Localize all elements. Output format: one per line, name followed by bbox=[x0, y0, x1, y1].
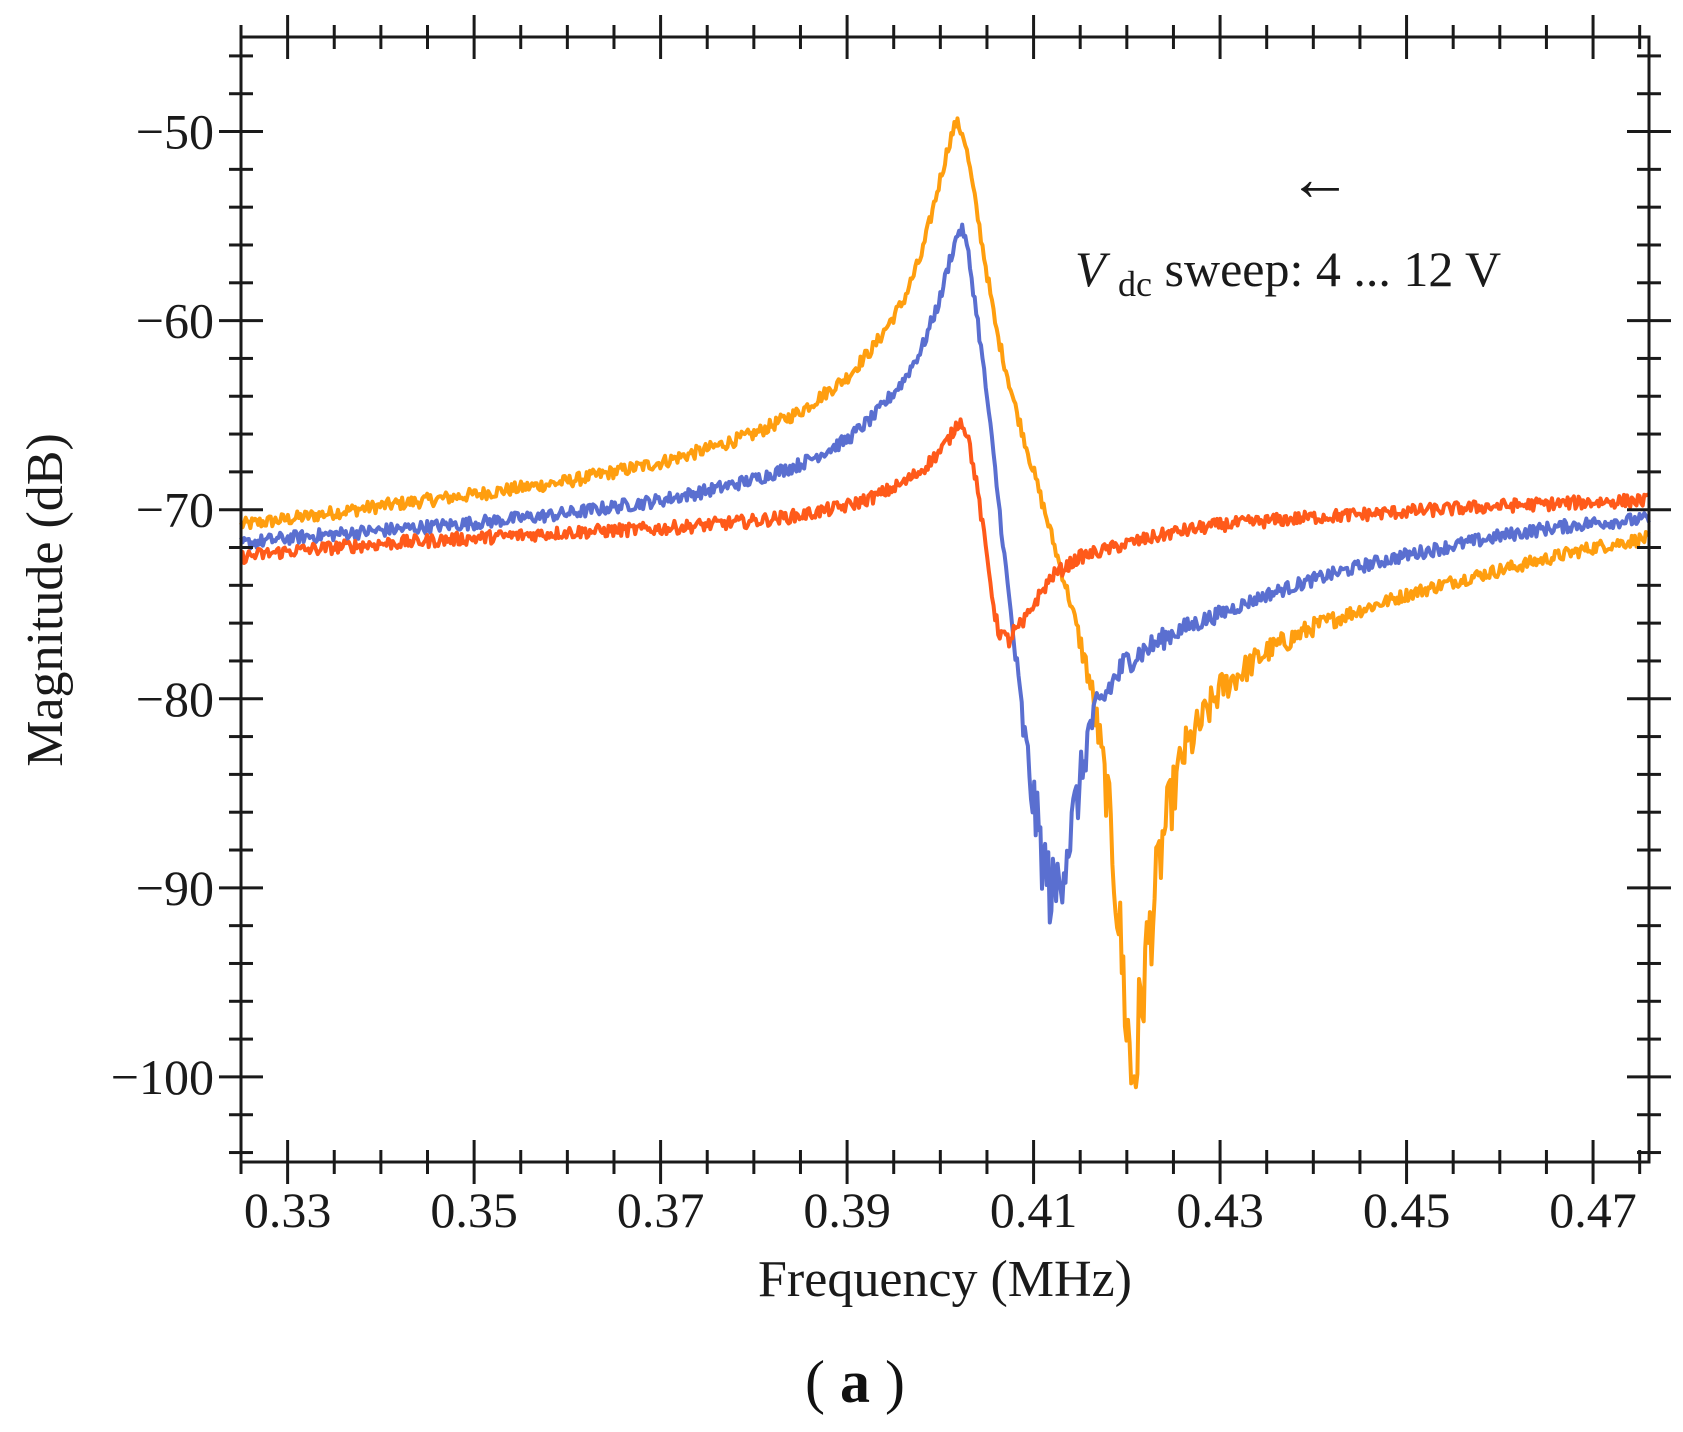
x-tick-label: 0.41 bbox=[990, 1182, 1078, 1238]
x-tick-label: 0.47 bbox=[1549, 1182, 1637, 1238]
series-line-red-orange bbox=[240, 417, 1650, 649]
y-axis-label: Magnitude (dB) bbox=[17, 433, 74, 767]
sweep-annotation: V dc sweep: 4 ... 12 V bbox=[1075, 241, 1501, 307]
sweep-arrow-icon: ← bbox=[1288, 143, 1352, 214]
series-line-orange bbox=[239, 116, 1651, 1090]
x-tick-label: 0.33 bbox=[244, 1182, 332, 1238]
y-tick-label: −100 bbox=[111, 1049, 214, 1105]
y-tick-labels: −100 −90 −80 −70 −60 −50 bbox=[111, 104, 214, 1105]
x-tick-labels: 0.33 0.35 0.37 0.39 0.41 0.43 0.45 0.47 bbox=[244, 1182, 1637, 1238]
plot-frame bbox=[239, 35, 1651, 1164]
panel-open-paren: ( bbox=[805, 1349, 825, 1415]
y-tick-label: −60 bbox=[136, 293, 214, 349]
sweep-var-sub: dc bbox=[1118, 264, 1152, 304]
x-tick-label: 0.39 bbox=[803, 1182, 891, 1238]
y-tick-label: −80 bbox=[136, 671, 214, 727]
x-axis-label: Frequency (MHz) bbox=[758, 1251, 1132, 1308]
y-tick-label: −90 bbox=[136, 860, 214, 916]
panel-close-paren: ) bbox=[885, 1349, 905, 1415]
x-tick-label: 0.37 bbox=[617, 1182, 705, 1238]
series-line-blue bbox=[239, 222, 1651, 925]
ticks-layer bbox=[219, 15, 1671, 1184]
x-tick-label: 0.45 bbox=[1363, 1182, 1451, 1238]
panel-label: ( a ) bbox=[805, 1349, 905, 1415]
sweep-text: sweep: 4 ... 12 V bbox=[1165, 241, 1502, 297]
x-tick-label: 0.43 bbox=[1176, 1182, 1264, 1238]
x-tick-label: 0.35 bbox=[430, 1182, 518, 1238]
series-layer bbox=[239, 116, 1651, 1090]
y-tick-label: −70 bbox=[136, 482, 214, 538]
panel-letter: a bbox=[840, 1349, 870, 1415]
sweep-var-main: V bbox=[1075, 241, 1111, 297]
y-tick-label: −50 bbox=[136, 104, 214, 160]
